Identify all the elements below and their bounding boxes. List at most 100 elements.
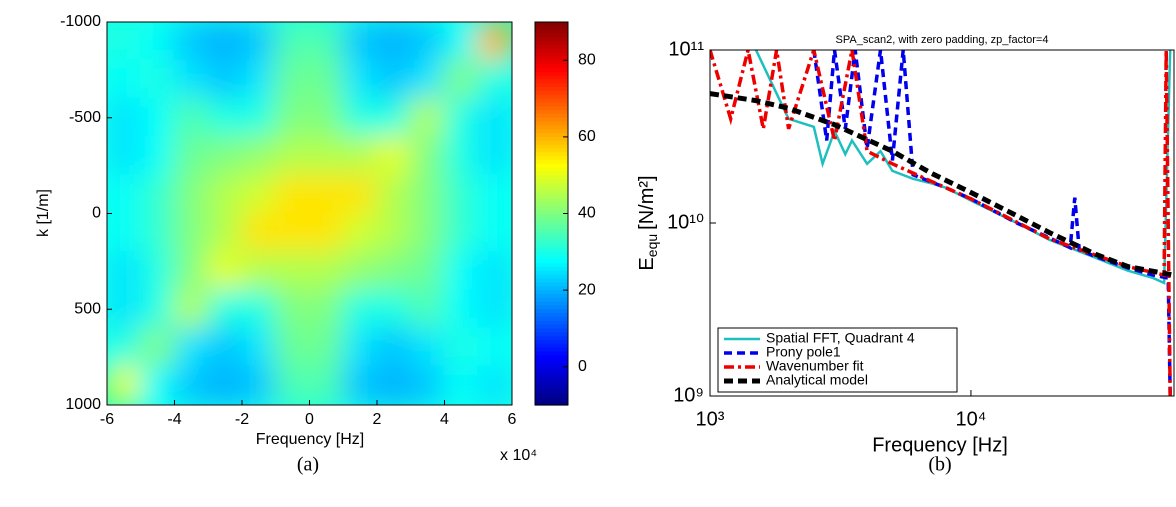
heatmap-cell: [241, 97, 277, 138]
heatmap-cell: [173, 97, 210, 138]
colorbar-segment: [535, 274, 568, 280]
heatmap-cell: [173, 174, 210, 215]
colorbar-segment: [535, 198, 568, 203]
heatmap-cell: [376, 365, 412, 405]
x-axis-label: Frequency [Hz]: [872, 434, 1008, 456]
heatmap-cell: [107, 174, 142, 215]
heatmap-cell: [107, 135, 142, 177]
heatmap-cell: [139, 22, 176, 62]
heatmap-cell: [376, 250, 412, 292]
colorbar-segment: [535, 102, 568, 107]
heatmap-cells: [107, 22, 512, 405]
heatmap-cell: [274, 97, 311, 138]
heatmap-cell: [443, 174, 480, 215]
colorbar-segment: [535, 90, 568, 96]
y-tick-label: 500: [74, 300, 101, 317]
heatmap-cell: [207, 327, 243, 368]
heatmap-cell: [308, 212, 345, 253]
colorbar-segment: [535, 370, 568, 375]
heatmap-cell: [477, 59, 512, 100]
colorbar-segment: [535, 125, 568, 130]
x-tick-label: -6: [100, 411, 114, 428]
colorbar-segment: [535, 194, 568, 199]
heatmap-cell: [443, 59, 480, 100]
heatmap-cell: [477, 174, 512, 215]
heatmap-cell: [274, 365, 311, 405]
colorbar-segment: [535, 336, 568, 341]
heatmap-cell: [443, 289, 480, 330]
caption: (b): [928, 454, 951, 476]
heatmap-cell: [107, 59, 142, 100]
colorbar-segment: [535, 374, 568, 379]
colorbar-segment: [535, 186, 568, 192]
heatmap-cell: [241, 59, 277, 100]
heatmap-cell: [207, 212, 243, 253]
heatmap-cell: [274, 174, 311, 215]
colorbar-segment: [535, 133, 568, 138]
heatmap-cell: [308, 250, 345, 292]
colorbar-segment: [535, 259, 568, 264]
caption: (a): [297, 454, 319, 476]
colorbar-segment: [535, 305, 568, 310]
colorbar-segment: [535, 25, 568, 31]
heatmap-cell: [274, 289, 311, 330]
colorbar-segment: [535, 401, 568, 406]
heatmap-cell: [308, 97, 345, 138]
colorbar-segment: [535, 110, 568, 115]
colorbar-segment: [535, 159, 568, 165]
colorbar-segment: [535, 278, 568, 284]
heatmap-cell: [342, 97, 378, 138]
colorbar-segment: [535, 44, 568, 50]
heatmap-cell: [139, 174, 176, 215]
heatmap-cell: [308, 22, 345, 62]
series-line: [710, 91, 1174, 278]
y-label-main: E: [636, 257, 658, 270]
colorbar-segment: [535, 163, 568, 169]
colorbar-segment: [535, 209, 568, 215]
series-line: [710, 50, 1172, 396]
heatmap-cell: [376, 22, 412, 62]
heatmap-cell: [342, 174, 378, 215]
heatmap-cell: [376, 174, 412, 215]
heatmap-cell: [241, 289, 277, 330]
heatmap-cell: [342, 365, 378, 405]
series-group: [710, 50, 1174, 396]
heatmap-cell: [274, 212, 311, 253]
colorbar-segment: [535, 366, 568, 372]
heatmap-cell: [342, 59, 378, 100]
x-axis-label: Frequency [Hz]: [256, 431, 364, 448]
heatmap-cell: [207, 22, 243, 62]
colorbar-segment: [535, 167, 568, 172]
heatmap-cell: [107, 97, 142, 138]
heatmap-cell: [274, 22, 311, 62]
heatmap-cell: [107, 365, 142, 405]
heatmap-cell: [342, 327, 378, 368]
colorbar-segment: [535, 362, 568, 368]
heatmap-cell: [173, 22, 210, 62]
heatmap-cell: [207, 250, 243, 292]
colorbar-segment: [535, 389, 568, 395]
colorbar-segment: [535, 48, 568, 54]
heatmap-cell: [409, 135, 446, 177]
colorbar-segment: [535, 263, 568, 268]
colorbar-segment: [535, 339, 568, 345]
y-tick-label: 0: [92, 205, 101, 222]
colorbar-segment: [535, 385, 568, 391]
colorbar-segment: [535, 64, 568, 69]
heatmap-cell: [241, 327, 277, 368]
colorbar-segment: [535, 148, 568, 153]
colorbar-segment: [535, 301, 568, 307]
heatmap-cell: [139, 289, 176, 330]
heatmap-cell: [139, 250, 176, 292]
colorbar-segment: [535, 324, 568, 329]
heatmap-cell: [274, 135, 311, 177]
heatmap: [107, 22, 512, 405]
heatmap-cell: [173, 59, 210, 100]
colorbar-segment: [535, 33, 568, 38]
heatmap-cell: [139, 327, 176, 368]
colorbar-segment: [535, 213, 568, 218]
heatmap-cell: [139, 365, 176, 405]
colorbar-segment: [535, 351, 568, 356]
heatmap-cell: [409, 289, 446, 330]
